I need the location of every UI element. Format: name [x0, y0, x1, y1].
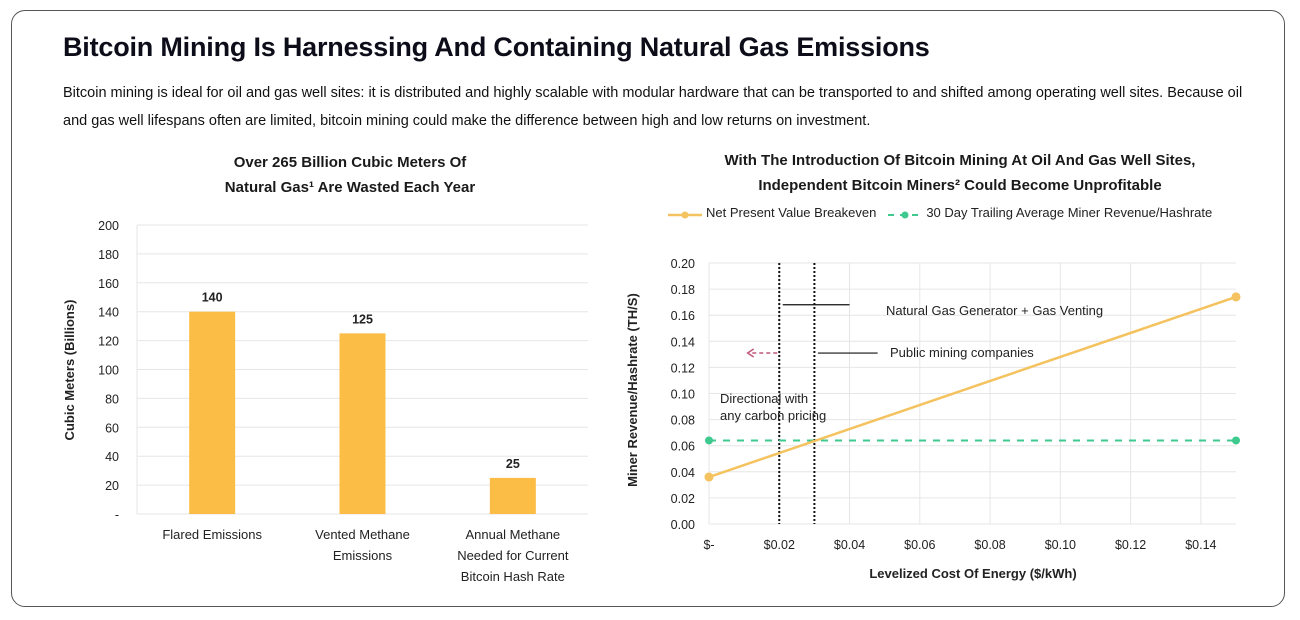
bar — [339, 333, 386, 514]
bar-data-label: 140 — [202, 291, 223, 305]
bar-x-tick-label: Bitcoin Hash Rate — [461, 569, 565, 584]
annotation-directional: Directional with — [720, 391, 808, 406]
bar-y-tick-label: - — [115, 508, 119, 522]
line-x-tick-label: $0.08 — [974, 538, 1005, 552]
bar-y-tick-label: 100 — [98, 364, 119, 378]
annotation-directional: any carbon pricing — [720, 408, 826, 423]
line-y-tick-label: 0.14 — [671, 335, 695, 349]
annotation-public-mining: Public mining companies — [890, 345, 1034, 360]
legend-npv-label: Net Present Value Breakeven — [706, 205, 877, 220]
bar-chart-title-line2: Natural Gas¹ Are Wasted Each Year — [224, 179, 476, 196]
line-y-tick-label: 0.06 — [671, 440, 695, 454]
bar-y-tick-label: 140 — [98, 306, 119, 320]
bar-chart-title: Over 265 Billion Cubic Meters Of Natural… — [150, 150, 550, 200]
line-chart-title-line1: With The Introduction Of Bitcoin Mining … — [724, 152, 1196, 169]
line-x-tick-label: $0.02 — [764, 538, 795, 552]
trailing-average-point — [1232, 436, 1240, 445]
bar-data-label: 25 — [506, 457, 520, 471]
legend-trailing-swatch — [888, 208, 923, 218]
line-y-tick-label: 0.02 — [671, 492, 695, 506]
bar-x-tick-label: Emissions — [333, 548, 393, 563]
annotation-natural-gas-generator: Natural Gas Generator + Gas Venting — [886, 303, 1103, 318]
line-chart-legend: Net Present Value Breakeven 30 Day Trail… — [668, 205, 1212, 220]
line-y-tick-label: 0.12 — [671, 361, 695, 375]
bar-y-tick-label: 40 — [105, 450, 119, 464]
line-y-tick-label: 0.16 — [671, 309, 695, 323]
bar — [489, 477, 536, 514]
trailing-average-point — [705, 436, 713, 445]
bar-x-tick-label: Needed for Current — [457, 548, 569, 563]
legend-npv-swatch — [668, 208, 702, 218]
line-y-tick-label: 0.10 — [671, 388, 695, 402]
line-y-tick-label: 0.20 — [671, 257, 695, 271]
line-x-tick-label: $0.10 — [1045, 538, 1076, 552]
line-chart-title-line2: Independent Bitcoin Miners² Could Become… — [758, 177, 1162, 194]
bar-y-tick-label: 200 — [98, 219, 119, 233]
bar-y-tick-label: 160 — [98, 277, 119, 291]
line-y-axis-label: Miner Revenue/Hashrate (TH/S) — [625, 293, 640, 487]
bar-y-tick-label: 60 — [105, 421, 119, 435]
legend-trailing-label: 30 Day Trailing Average Miner Revenue/Ha… — [926, 205, 1213, 220]
line-chart-title: With The Introduction Of Bitcoin Mining … — [640, 148, 1280, 198]
page-subtitle: Bitcoin mining is ideal for oil and gas … — [63, 85, 1243, 129]
npv-breakeven-point — [1231, 292, 1241, 302]
bar-y-tick-label: 120 — [98, 335, 119, 349]
bar-y-tick-label: 180 — [98, 248, 119, 262]
bar-x-tick-label: Annual Methane — [465, 527, 560, 542]
line-x-axis-label: Levelized Cost Of Energy ($/kWh) — [869, 566, 1076, 581]
bar-y-axis-label: Cubic Meters (Billions) — [62, 300, 77, 441]
bar-x-tick-label: Vented Methane — [315, 527, 410, 542]
line-x-tick-label: $0.12 — [1115, 538, 1146, 552]
line-y-tick-label: 0.18 — [671, 283, 695, 297]
page-title: Bitcoin Mining Is Harnessing And Contain… — [63, 32, 930, 62]
bar-y-tick-label: 20 — [105, 479, 119, 493]
line-x-tick-label: $- — [703, 538, 714, 552]
line-x-tick-label: $0.06 — [904, 538, 935, 552]
line-y-tick-label: 0.08 — [671, 414, 695, 428]
npv-breakeven-point — [704, 472, 714, 482]
line-x-tick-label: $0.04 — [834, 538, 865, 552]
bar-x-tick-label: Flared Emissions — [162, 527, 262, 542]
line-y-tick-label: 0.04 — [671, 466, 695, 480]
bar — [189, 311, 236, 514]
bar-data-label: 125 — [352, 312, 373, 326]
bar-chart-title-line1: Over 265 Billion Cubic Meters Of — [233, 154, 467, 171]
line-x-tick-label: $0.14 — [1185, 538, 1216, 552]
bar-y-tick-label: 80 — [105, 392, 119, 406]
line-y-tick-label: 0.00 — [671, 518, 695, 532]
npv-breakeven-line — [708, 295, 1237, 479]
arrow-left-icon — [746, 348, 755, 358]
